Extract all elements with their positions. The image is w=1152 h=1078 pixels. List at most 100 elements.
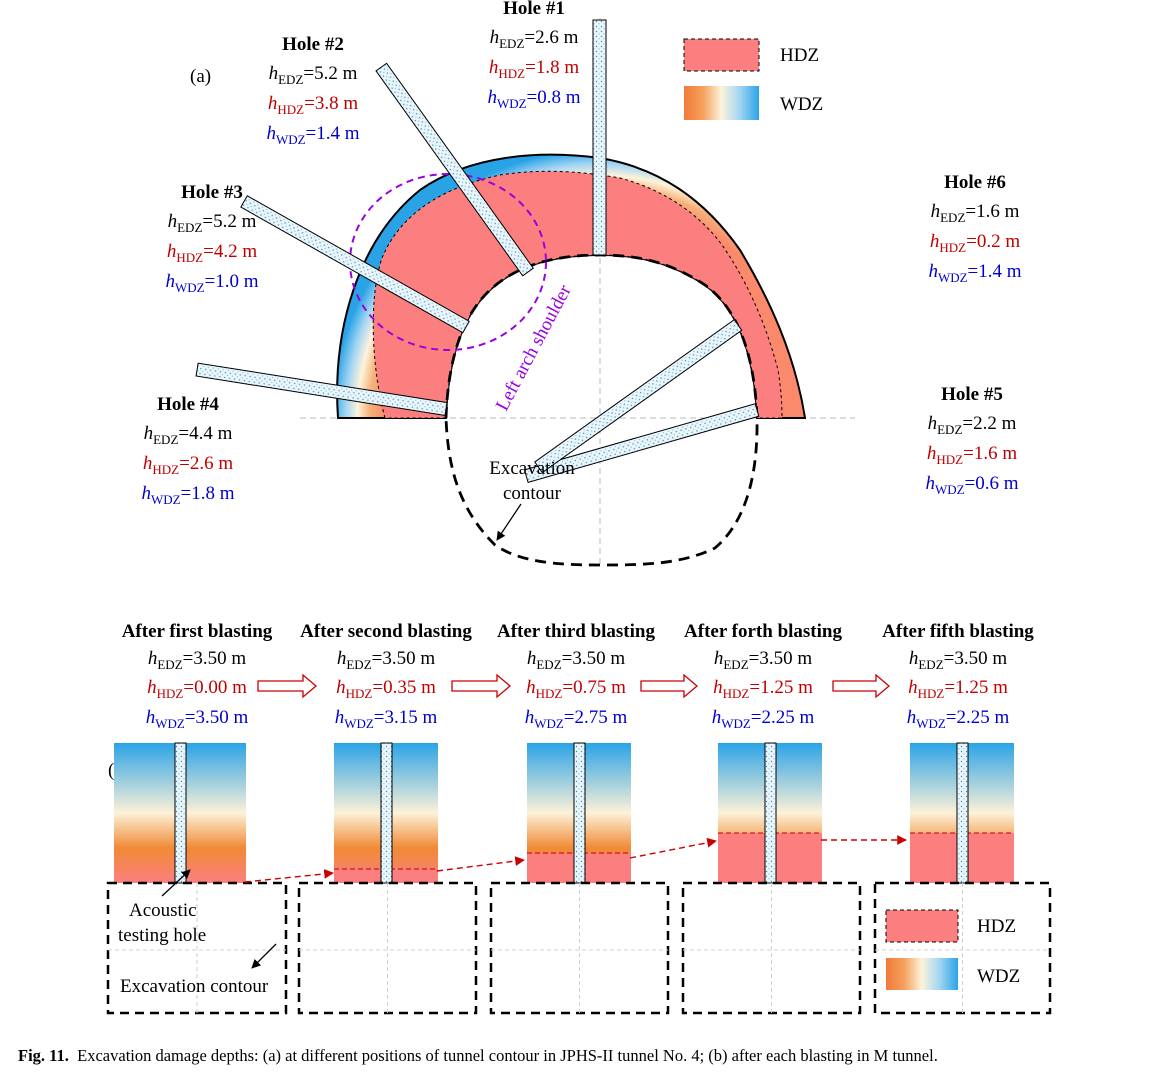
- hole-wdz: hWDZ=1.8 m: [141, 483, 234, 507]
- stage-arrow-2: [451, 673, 512, 699]
- stage-title: After fifth blasting: [882, 621, 1034, 642]
- figure-canvas: (a) Left arch shoulder Hole #1 hEDZ=2.6 m…: [106, 0, 1052, 1015]
- trend-arrow-3: [629, 837, 717, 859]
- hole-title: Hole #2: [282, 34, 344, 55]
- legend-a-hdz-swatch: [683, 38, 760, 72]
- hole-wdz: hWDZ=1.0 m: [165, 271, 258, 295]
- stage-title: After third blasting: [497, 621, 655, 642]
- hole-hdz: hHDZ=1.8 m: [489, 57, 579, 81]
- hole-edz: hEDZ=4.4 m: [144, 423, 233, 447]
- stage-wdz: hWDZ=2.25 m: [907, 707, 1010, 731]
- stage-title: After forth blasting: [684, 621, 842, 642]
- hole-2-bar: [375, 62, 534, 277]
- hole-edz-value: 4.4 m: [189, 423, 233, 444]
- legend-b-wdz-swatch: [886, 958, 958, 990]
- hole-wdz-value: 0.8 m: [537, 87, 581, 108]
- hole-wdz-value: 1.0 m: [215, 271, 259, 292]
- hole-wdz: hWDZ=0.8 m: [487, 87, 580, 111]
- excavation-contour-arrow: [496, 503, 522, 541]
- hole-edz-value: 2.2 m: [973, 413, 1017, 434]
- legend-a-wdz-swatch: [684, 86, 759, 120]
- stage-edz: hEDZ=3.50 m: [148, 648, 247, 672]
- hole-wdz: hWDZ=1.4 m: [266, 123, 359, 147]
- hole-edz: hEDZ=2.2 m: [928, 413, 1017, 437]
- hole-edz-value: 1.6 m: [976, 201, 1020, 222]
- stage-4: After forth blasting hEDZ=3.50 m hHDZ=1.25…: [684, 621, 842, 884]
- stage-edz-value: 3.50 m: [954, 648, 1007, 669]
- hole-hdz-value: 2.6 m: [190, 453, 234, 474]
- stage-edz: hEDZ=3.50 m: [337, 648, 436, 672]
- stage-hdz-value: 1.25 m: [760, 677, 813, 698]
- stage-hdz: hHDZ=1.25 m: [908, 677, 1008, 701]
- hole-hdz-value: 3.8 m: [315, 93, 359, 114]
- stage-1: After first blasting hEDZ=3.50 m hHDZ=0.00…: [114, 621, 273, 884]
- hole-title: Hole #3: [181, 182, 243, 203]
- hole-1-label: Hole #1 hEDZ=2.6 m hHDZ=1.8 m hWDZ=0.8 m: [487, 0, 580, 111]
- hole-hdz-value: 1.8 m: [536, 57, 580, 78]
- hole-wdz-value: 1.4 m: [316, 123, 360, 144]
- hole-wdz: hWDZ=1.4 m: [928, 261, 1021, 285]
- stage-wdz-value: 2.25 m: [762, 707, 815, 728]
- stage-wdz: hWDZ=2.75 m: [525, 707, 628, 731]
- stage-edz-value: 3.50 m: [382, 648, 435, 669]
- hole-title: Hole #5: [941, 384, 1003, 405]
- acoustic-arrow: [161, 869, 191, 897]
- hole-edz: hEDZ=5.2 m: [168, 211, 257, 235]
- hole-3-label: Hole #3 hEDZ=5.2 m hHDZ=4.2 m hWDZ=1.0 m: [165, 182, 258, 295]
- stage-hdz: hHDZ=0.00 m: [147, 677, 247, 701]
- stage-hdz: hHDZ=1.25 m: [713, 677, 813, 701]
- hole-hdz: hHDZ=0.2 m: [930, 231, 1020, 255]
- stage-wdz: hWDZ=2.25 m: [712, 707, 815, 731]
- hole-1-bar: [592, 19, 607, 256]
- hole-wdz-value: 0.6 m: [975, 473, 1019, 494]
- stage-hdz-value: 0.00 m: [194, 677, 247, 698]
- hole-hdz-value: 1.6 m: [974, 443, 1018, 464]
- acoustic-label-2: testing hole: [118, 925, 206, 946]
- stage-arrow-3: [640, 673, 699, 699]
- stage-5: After fifth blasting hEDZ=3.50 m hHDZ=1.25…: [882, 621, 1034, 884]
- stage-title: After first blasting: [122, 621, 273, 642]
- stage-wdz: hWDZ=3.15 m: [335, 707, 438, 731]
- acoustic-label-1: Acoustic: [129, 900, 197, 921]
- stage-edz: hEDZ=3.50 m: [909, 648, 1008, 672]
- hole-6-label: Hole #6 hEDZ=1.6 m hHDZ=0.2 m hWDZ=1.4 m: [928, 172, 1021, 285]
- stage-wdz-value: 3.15 m: [385, 707, 438, 728]
- stage-acoustic-hole: [764, 742, 777, 884]
- hole-5-bar: [523, 403, 760, 484]
- stage-edz-value: 3.50 m: [572, 648, 625, 669]
- hole-title: Hole #6: [944, 172, 1006, 193]
- stage-acoustic-hole: [956, 742, 969, 884]
- hole-4-label: Hole #4 hEDZ=4.4 m hHDZ=2.6 m hWDZ=1.8 m: [141, 394, 234, 507]
- stage-edz: hEDZ=3.50 m: [714, 648, 813, 672]
- legend-a-wdz-label: WDZ: [780, 94, 823, 115]
- excavation-contour-b-arrow: [251, 943, 277, 969]
- excavation-contour-label-2: contour: [503, 483, 562, 504]
- legend-a-hdz-label: HDZ: [780, 45, 819, 66]
- panel-a-label: (a): [190, 66, 211, 87]
- hole-wdz-value: 1.8 m: [191, 483, 235, 504]
- stage-acoustic-hole: [380, 742, 393, 884]
- left-arch-shoulder-label: Left arch shoulder: [492, 281, 576, 414]
- stage-hdz-value: 0.75 m: [573, 677, 626, 698]
- stage-arrow-4: [832, 673, 891, 699]
- stage-3: After third blasting hEDZ=3.50 m hHDZ=0.75…: [497, 621, 655, 884]
- stage-title: After second blasting: [300, 621, 472, 642]
- stage-hdz-value: 0.35 m: [383, 677, 436, 698]
- hole-edz-value: 2.6 m: [535, 27, 579, 48]
- trend-arrow-1: [244, 869, 334, 883]
- figure-caption: Fig. 11. Excavation damage depths: (a) a…: [18, 1046, 1148, 1066]
- excavation-contour-b-label: Excavation contour: [120, 976, 269, 997]
- hole-edz: hEDZ=5.2 m: [269, 63, 358, 87]
- stage-hdz-value: 1.25 m: [955, 677, 1008, 698]
- excavation-contour-a: [444, 253, 759, 567]
- legend-b-hdz-label: HDZ: [977, 916, 1016, 937]
- stage-wdz-value: 2.75 m: [575, 707, 628, 728]
- stage-acoustic-hole: [573, 742, 586, 884]
- stage-edz: hEDZ=3.50 m: [527, 648, 626, 672]
- stage-acoustic-hole: [174, 742, 187, 884]
- stage-wdz-value: 2.25 m: [957, 707, 1010, 728]
- stage-edz-value: 3.50 m: [193, 648, 246, 669]
- hole-title: Hole #1: [503, 0, 565, 19]
- hole-3-bar: [240, 195, 470, 334]
- hole-hdz: hHDZ=3.8 m: [268, 93, 358, 117]
